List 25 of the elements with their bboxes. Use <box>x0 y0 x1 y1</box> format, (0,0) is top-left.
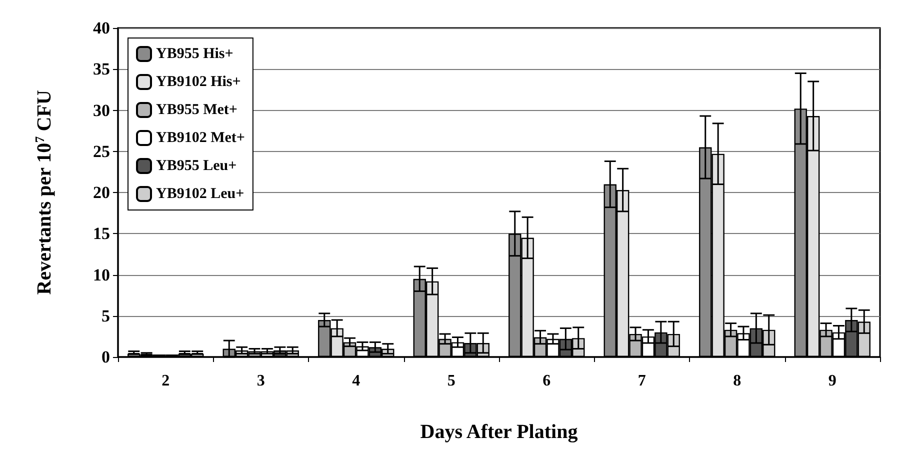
y-tick-label: 20 <box>93 183 110 202</box>
legend-label: YB955 Met+ <box>156 102 238 118</box>
x-tick-label: 9 <box>828 372 836 390</box>
legend-label: YB9102 His+ <box>156 74 241 90</box>
y-tick-label: 40 <box>93 18 110 38</box>
x-tick-label: 8 <box>733 372 742 390</box>
y-axis-title: Revertants per 107 CFU <box>32 90 56 295</box>
y-tick-label: 10 <box>93 265 110 284</box>
x-tick-label: 2 <box>162 372 170 390</box>
y-tick-label: 0 <box>102 348 110 366</box>
y-tick-label: 15 <box>93 224 110 244</box>
x-tick-label: 4 <box>352 372 360 390</box>
x-tick-label: 7 <box>638 372 646 390</box>
legend-label: YB9102 Leu+ <box>156 186 244 202</box>
y-tick-label: 25 <box>93 142 110 161</box>
x-axis-title: Days After Plating <box>420 421 578 443</box>
x-tick-label: 3 <box>256 372 265 390</box>
legend-label: YB9102 Met+ <box>156 130 245 146</box>
legend-label: YB955 Leu+ <box>156 158 237 174</box>
legend-label: YB955 His+ <box>156 46 234 62</box>
y-tick-label: 30 <box>93 100 110 120</box>
x-tick-label: 5 <box>447 372 456 390</box>
y-tick-label: 35 <box>93 60 110 79</box>
x-tick-label: 6 <box>542 372 551 390</box>
y-tick-label: 5 <box>102 306 110 326</box>
